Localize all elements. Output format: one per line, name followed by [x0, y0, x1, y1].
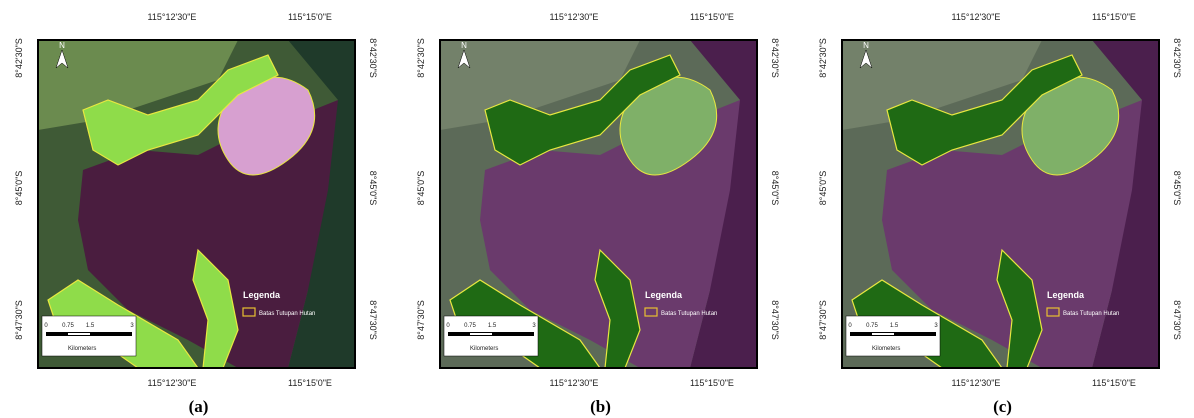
x-coord-top: 115°15'0"E [288, 12, 332, 22]
y-coord-right: 8°42'30"S [368, 38, 378, 78]
x-coord-top: 115°12'30"E [550, 12, 599, 22]
panel-caption: (a) [189, 397, 209, 416]
x-coord-bottom: 115°15'0"E [1092, 378, 1136, 388]
x-coord-bottom: 115°15'0"E [288, 378, 332, 388]
scale-bar-white [68, 333, 90, 335]
scale-tick: 1.5 [86, 323, 95, 329]
x-coord-bottom: 115°12'30"E [550, 378, 599, 388]
scale-bar-white [470, 333, 492, 335]
legend-item: Batas Tutupan Hutan [661, 311, 717, 317]
north-label: N [461, 41, 467, 50]
legend-item: Batas Tutupan Hutan [259, 311, 315, 317]
figure: NLegendaBatas Tutupan Hutan00.751.53Kilo… [0, 0, 1194, 418]
y-coord-right: 8°47'30"S [770, 300, 780, 340]
y-coord-left: 8°47'30"S [14, 300, 24, 340]
y-coord-left: 8°45'0"S [14, 171, 24, 206]
y-coord-left: 8°47'30"S [416, 300, 426, 340]
scale-tick: 1.5 [488, 323, 497, 329]
panel-caption: (c) [993, 397, 1012, 416]
x-coord-bottom: 115°12'30"E [952, 378, 1001, 388]
north-label: N [863, 41, 869, 50]
legend-title: Legenda [645, 290, 683, 300]
scale-tick: 0.75 [62, 323, 74, 329]
north-label: N [59, 41, 65, 50]
y-coord-left: 8°47'30"S [818, 300, 828, 340]
y-coord-right: 8°42'30"S [1172, 38, 1182, 78]
y-coord-right: 8°47'30"S [368, 300, 378, 340]
x-coord-top: 115°12'30"E [952, 12, 1001, 22]
y-coord-right: 8°47'30"S [1172, 300, 1182, 340]
scale-tick: 1.5 [890, 323, 899, 329]
y-coord-left: 8°42'30"S [818, 38, 828, 78]
y-coord-left: 8°45'0"S [818, 171, 828, 206]
y-coord-right: 8°45'0"S [1172, 171, 1182, 206]
scale-unit: Kilometers [68, 346, 96, 352]
x-coord-bottom: 115°12'30"E [148, 378, 197, 388]
legend-title: Legenda [243, 290, 281, 300]
scale-tick: 0.75 [866, 323, 878, 329]
scale-bar-white [872, 333, 894, 335]
y-coord-left: 8°45'0"S [416, 171, 426, 206]
x-coord-top: 115°15'0"E [690, 12, 734, 22]
scale-unit: Kilometers [470, 346, 498, 352]
y-coord-right: 8°45'0"S [770, 171, 780, 206]
x-coord-top: 115°12'30"E [148, 12, 197, 22]
y-coord-right: 8°45'0"S [368, 171, 378, 206]
x-coord-bottom: 115°15'0"E [690, 378, 734, 388]
panel-caption: (b) [590, 397, 611, 416]
x-coord-top: 115°15'0"E [1092, 12, 1136, 22]
scale-tick: 0.75 [464, 323, 476, 329]
scale-unit: Kilometers [872, 346, 900, 352]
y-coord-left: 8°42'30"S [416, 38, 426, 78]
y-coord-right: 8°42'30"S [770, 38, 780, 78]
y-coord-left: 8°42'30"S [14, 38, 24, 78]
legend-title: Legenda [1047, 290, 1085, 300]
legend-item: Batas Tutupan Hutan [1063, 311, 1119, 317]
